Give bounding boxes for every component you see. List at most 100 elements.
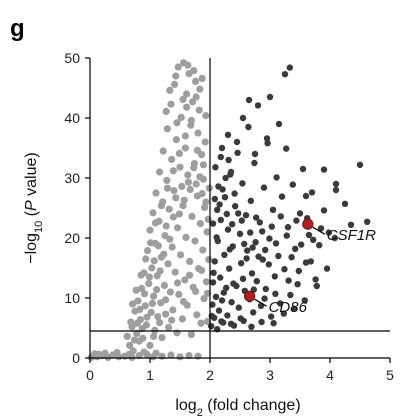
point-not-significant: [156, 168, 164, 176]
highlight-leader-line: [312, 226, 326, 235]
point-not-significant: [167, 351, 175, 359]
y-tick-label: 30: [64, 170, 80, 186]
point-not-significant: [151, 219, 159, 227]
point-not-significant: [133, 319, 141, 327]
point-significant: [250, 286, 257, 293]
point-significant: [216, 201, 223, 208]
point-not-significant: [165, 205, 173, 213]
point-not-significant: [193, 146, 201, 154]
point-not-significant: [174, 279, 182, 287]
point-significant: [227, 320, 235, 327]
point-significant: [230, 280, 237, 287]
point-not-significant: [196, 85, 204, 93]
y-tick-label: 50: [64, 50, 80, 66]
point-significant: [262, 285, 269, 293]
point-significant: [305, 231, 313, 239]
point-not-significant: [166, 86, 174, 94]
point-not-significant: [146, 226, 154, 234]
point-significant: [249, 244, 256, 251]
point-significant: [238, 217, 245, 224]
y-tick-label: 20: [64, 230, 80, 246]
highlight-point: [244, 290, 256, 302]
point-significant: [266, 235, 273, 242]
point-not-significant: [181, 276, 189, 284]
point-significant: [270, 320, 277, 327]
point-significant: [210, 269, 217, 276]
point-not-significant: [130, 336, 138, 344]
point-not-significant: [183, 90, 191, 98]
point-significant: [245, 96, 253, 104]
point-significant: [239, 275, 247, 282]
point-not-significant: [190, 164, 198, 172]
point-significant: [248, 323, 255, 330]
point-not-significant: [198, 266, 206, 274]
point-significant: [211, 195, 218, 203]
point-significant: [286, 64, 293, 71]
point-significant: [252, 239, 259, 246]
point-not-significant: [203, 228, 211, 236]
point-significant: [290, 305, 298, 312]
point-significant: [272, 290, 279, 297]
point-not-significant: [194, 129, 202, 137]
point-significant: [299, 165, 307, 173]
point-not-significant: [193, 311, 201, 319]
point-significant: [347, 221, 355, 228]
point-not-significant: [113, 349, 121, 357]
point-significant: [251, 150, 259, 158]
point-significant: [250, 309, 257, 316]
point-significant: [341, 200, 349, 207]
point-not-significant: [143, 313, 151, 321]
point-not-significant: [159, 147, 167, 155]
point-not-significant: [160, 281, 168, 289]
point-not-significant: [192, 77, 200, 85]
point-significant: [253, 278, 260, 285]
point-not-significant: [202, 198, 210, 206]
point-significant: [215, 183, 222, 190]
point-not-significant: [186, 185, 194, 193]
point-significant: [218, 297, 226, 304]
point-significant: [217, 216, 224, 224]
point-not-significant: [205, 256, 213, 264]
point-not-significant: [186, 257, 194, 265]
point-significant: [281, 71, 289, 78]
point-not-significant: [180, 298, 188, 306]
point-not-significant: [152, 189, 160, 197]
point-not-significant: [168, 316, 176, 324]
point-significant: [258, 318, 265, 326]
point-significant: [255, 253, 262, 260]
point-not-significant: [177, 113, 185, 121]
point-not-significant: [148, 299, 156, 307]
point-not-significant: [196, 173, 204, 181]
point-significant: [242, 212, 250, 219]
point-not-significant: [141, 302, 149, 310]
point-not-significant: [139, 334, 147, 342]
point-not-significant: [145, 273, 153, 281]
point-not-significant: [123, 332, 131, 340]
point-significant: [285, 277, 292, 284]
point-not-significant: [157, 202, 165, 210]
point-not-significant: [145, 280, 153, 288]
point-not-significant: [152, 349, 160, 357]
point-not-significant: [169, 167, 177, 175]
x-tick-label: 2: [206, 367, 214, 383]
point-significant: [238, 260, 245, 267]
point-not-significant: [134, 297, 142, 305]
point-significant: [269, 206, 277, 213]
point-not-significant: [101, 349, 109, 357]
point-significant: [292, 245, 299, 252]
point-not-significant: [140, 348, 148, 356]
point-not-significant: [169, 213, 177, 221]
point-significant: [215, 307, 223, 314]
point-significant: [226, 265, 233, 272]
point-significant: [239, 180, 246, 187]
point-significant: [209, 220, 217, 227]
point-not-significant: [169, 306, 177, 314]
point-significant: [281, 266, 288, 273]
point-significant: [298, 241, 305, 248]
point-not-significant: [192, 287, 200, 295]
point-not-significant: [156, 319, 164, 327]
point-not-significant: [174, 224, 182, 232]
point-not-significant: [188, 212, 196, 220]
point-not-significant: [165, 323, 173, 331]
point-not-significant: [138, 284, 146, 292]
